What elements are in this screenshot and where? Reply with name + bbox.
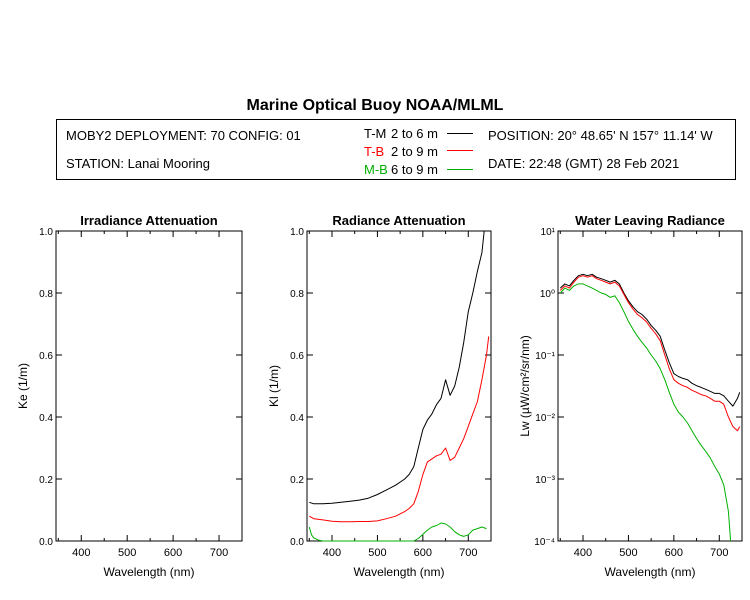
radiance-x-tick-label: 700	[459, 547, 477, 559]
legend-tm-line	[447, 133, 473, 134]
irradiance-y-tick-label: 0.8	[39, 289, 53, 300]
water-leaving-x-tick-label: 500	[619, 547, 637, 559]
radiance-y-tick-label: 0.8	[290, 289, 304, 300]
water-leaving-y-tick-label: 10⁰	[540, 289, 555, 300]
water-leaving-series-t-m-line	[559, 273, 741, 407]
radiance-plot-frame	[306, 230, 492, 542]
legend-mb-code: M-B	[364, 162, 388, 177]
date-text: DATE: 22:48 (GMT) 28 Feb 2021	[488, 156, 680, 171]
irradiance-x-tick-label: 400	[72, 547, 90, 559]
water-leaving-x-tick-label: 400	[574, 547, 592, 559]
radiance-series-m-b-line	[308, 522, 487, 542]
legend-tm-range: 2 to 6 m	[391, 126, 438, 141]
radiance-y-axis-label: Kl (1/m)	[267, 365, 281, 407]
irradiance-y-tick-label: 1.0	[39, 227, 53, 238]
water-leaving-x-tick-label: 700	[710, 547, 728, 559]
water-leaving-plot-frame	[557, 230, 743, 542]
radiance-y-tick-label: 0.6	[290, 351, 304, 362]
legend-mb-range: 6 to 9 m	[391, 162, 438, 177]
irradiance-y-axis-label: Ke (1/m)	[16, 363, 30, 409]
water-leaving-series-m-b-line	[559, 283, 732, 542]
radiance-chart-title: Radiance Attenuation	[332, 213, 465, 228]
legend-tb-range: 2 to 9 m	[391, 144, 438, 159]
radiance-y-tick-label: 0.0	[290, 537, 304, 548]
radiance-y-tick-label: 0.2	[290, 475, 304, 486]
water-leaving-y-tick-label: 10¹	[541, 227, 556, 238]
deployment-text: MOBY2 DEPLOYMENT: 70 CONFIG: 01	[66, 128, 301, 143]
irradiance-y-tick-label: 0.4	[39, 413, 53, 424]
irradiance-y-tick-label: 0.2	[39, 475, 53, 486]
legend-tb-code: T-B	[364, 144, 385, 159]
irradiance-chart-title: Irradiance Attenuation	[80, 213, 218, 228]
water-leaving-y-tick-label: 10⁻⁴	[534, 537, 555, 548]
irradiance-y-tick-label: 0.6	[39, 351, 53, 362]
radiance-x-tick-label: 400	[323, 547, 341, 559]
irradiance-plot-frame	[55, 230, 243, 542]
legend-mb-line	[447, 169, 473, 170]
water-leaving-chart-title: Water Leaving Radiance	[575, 213, 725, 228]
water-leaving-y-axis-label: Lw (µW/cm²/sr/nm)	[518, 335, 532, 437]
radiance-y-tick-label: 1.0	[290, 227, 304, 238]
water-leaving-y-tick-label: 10⁻²	[535, 413, 555, 424]
irradiance-y-tick-label: 0.0	[39, 537, 53, 548]
water-leaving-series-t-b-line	[559, 275, 741, 432]
radiance-x-axis-label: Wavelength (nm)	[354, 565, 445, 579]
station-text: STATION: Lanai Mooring	[66, 156, 211, 171]
irradiance-x-axis-label: Wavelength (nm)	[104, 565, 195, 579]
legend-tb-line	[447, 150, 473, 151]
radiance-y-tick-label: 0.4	[290, 413, 304, 424]
radiance-series-t-m-line	[309, 230, 485, 505]
irradiance-x-tick-label: 500	[118, 547, 136, 559]
legend-tm-code: T-M	[364, 126, 387, 141]
irradiance-x-tick-label: 700	[210, 547, 228, 559]
position-text: POSITION: 20° 48.65' N 157° 11.14' W	[488, 128, 713, 143]
main-title: Marine Optical Buoy NOAA/MLML	[246, 97, 504, 114]
water-leaving-y-tick-label: 10⁻¹	[535, 351, 555, 362]
info-box: MOBY2 DEPLOYMENT: 70 CONFIG: 01 STATION:…	[56, 119, 736, 180]
water-leaving-x-axis-label: Wavelength (nm)	[605, 565, 696, 579]
water-leaving-x-tick-label: 600	[665, 547, 683, 559]
radiance-x-tick-label: 500	[368, 547, 386, 559]
irradiance-x-tick-label: 600	[164, 547, 182, 559]
radiance-series-t-b-line	[309, 336, 490, 523]
water-leaving-y-tick-label: 10⁻³	[535, 475, 555, 486]
radiance-x-tick-label: 600	[414, 547, 432, 559]
